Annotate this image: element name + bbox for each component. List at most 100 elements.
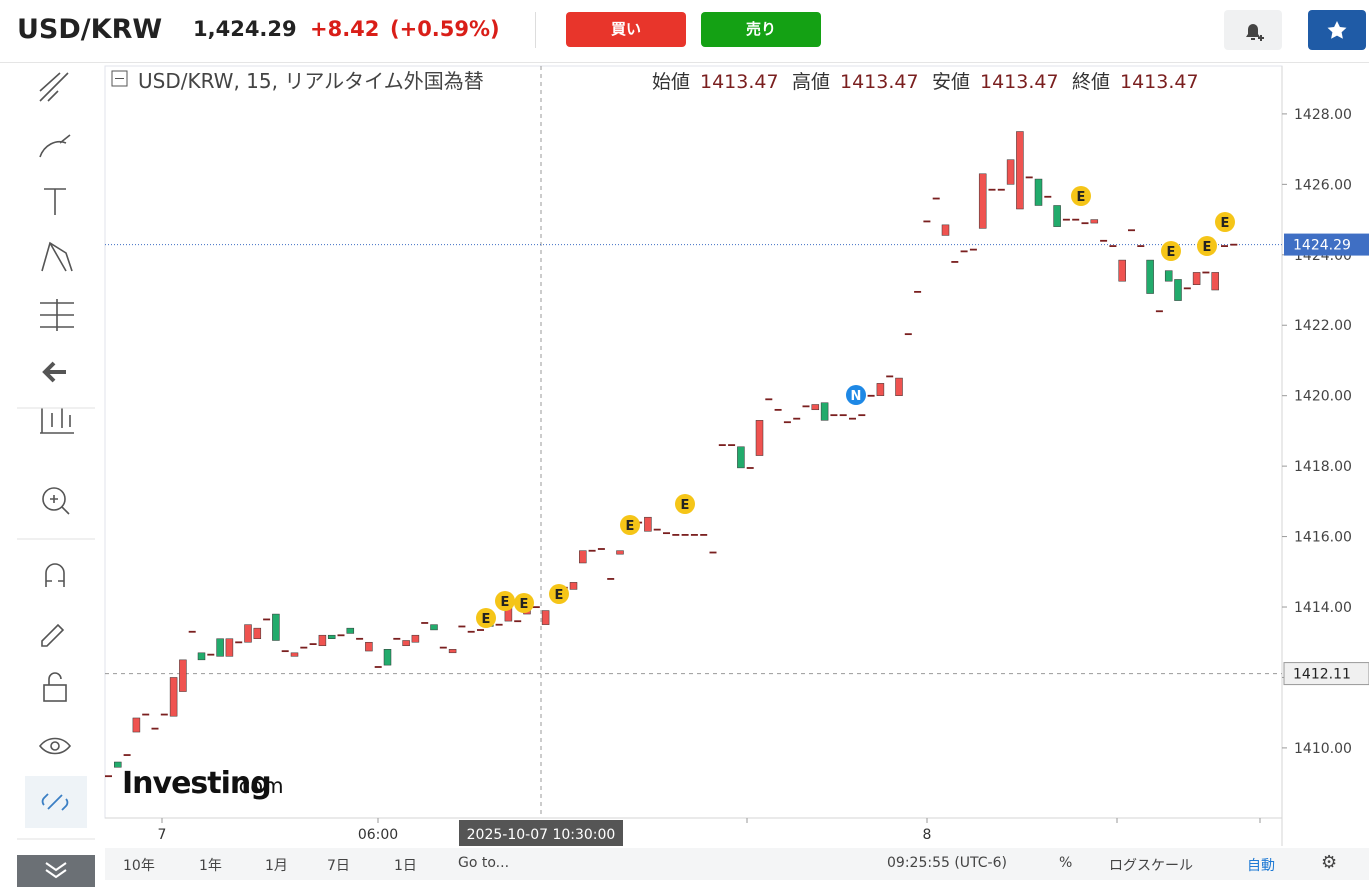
candle	[1164, 270, 1173, 282]
crosshair-price-box	[1283, 662, 1369, 686]
x-tick-label: 7	[158, 827, 167, 843]
candle	[607, 578, 615, 580]
candle	[876, 383, 885, 396]
candle	[690, 534, 698, 536]
tool-back[interactable]	[42, 361, 66, 383]
candle	[541, 610, 550, 625]
buy-button[interactable]: 買い	[566, 12, 686, 47]
candle	[783, 421, 791, 424]
event-label: E	[1203, 240, 1212, 255]
tool-pattern[interactable]	[41, 241, 73, 272]
candle	[616, 550, 624, 555]
candle	[709, 551, 717, 554]
candle	[728, 444, 736, 446]
candle	[588, 549, 596, 552]
candle	[207, 653, 215, 656]
event-label: E	[482, 612, 491, 627]
candle	[179, 659, 187, 692]
candle	[849, 417, 856, 420]
symbol: USD/KRW	[17, 14, 163, 45]
event-marker	[620, 515, 640, 535]
candle	[402, 640, 410, 647]
candle	[914, 290, 922, 293]
ohlc-value: 1413.47	[840, 71, 919, 93]
ohlc-label: 始値	[652, 71, 690, 93]
range-button[interactable]: 10年	[123, 858, 155, 874]
event-marker	[675, 494, 695, 514]
candle	[755, 420, 764, 456]
auto-button[interactable]: 自動	[1247, 858, 1275, 874]
change: +8.42	[310, 17, 380, 41]
logo-suffix: .com	[232, 774, 284, 798]
candle	[1211, 272, 1219, 291]
candle	[978, 173, 987, 229]
candle	[932, 197, 940, 200]
candle	[235, 641, 243, 644]
candle	[514, 620, 522, 623]
goto-button[interactable]: Go to...	[458, 855, 510, 871]
candle	[737, 446, 745, 469]
candle	[904, 333, 912, 336]
candle	[1118, 259, 1126, 282]
candle	[356, 637, 364, 640]
candle	[1109, 245, 1117, 247]
range-button[interactable]: 1日	[394, 858, 417, 874]
candle	[1174, 279, 1182, 301]
y-tick-label: 1416.00	[1294, 530, 1352, 546]
favorite-button[interactable]	[1308, 10, 1366, 50]
candle	[644, 516, 652, 532]
candle	[1100, 239, 1108, 242]
percent-button[interactable]: %	[1059, 855, 1073, 871]
candle	[263, 618, 271, 621]
range-button[interactable]: 7日	[327, 858, 350, 874]
crosshair-price: 1412.11	[1293, 667, 1351, 683]
tool-text[interactable]	[44, 188, 66, 215]
range-button[interactable]: 1年	[199, 858, 222, 874]
candle	[960, 250, 968, 253]
event-marker	[1161, 241, 1181, 261]
event-label: N	[851, 389, 862, 404]
candle	[188, 630, 196, 633]
price: 1,424.29	[193, 17, 297, 41]
toolbar	[17, 72, 95, 887]
settings-button[interactable]: ⚙	[1321, 852, 1338, 873]
candle	[1053, 205, 1061, 227]
y-tick-label: 1420.00	[1294, 389, 1352, 405]
y-tick-label: 1422.00	[1294, 318, 1352, 334]
collapse-legend[interactable]	[111, 70, 128, 87]
tool-link[interactable]	[41, 793, 69, 811]
tool-indicators[interactable]	[40, 408, 74, 434]
event-label: E	[1077, 190, 1086, 205]
tool-measure[interactable]	[40, 299, 74, 331]
range-button[interactable]: 1月	[265, 858, 288, 874]
candle	[793, 417, 801, 420]
candle	[346, 627, 355, 634]
tool-eye[interactable]	[38, 737, 72, 755]
candle	[597, 548, 605, 550]
candle	[151, 727, 159, 730]
log-button[interactable]: ログスケール	[1109, 858, 1193, 874]
y-tick-label: 1410.00	[1294, 741, 1352, 757]
event-label: E	[501, 595, 510, 610]
candle	[765, 398, 773, 401]
tool-lock-draw[interactable]	[41, 623, 65, 647]
ohlc-value: 1413.47	[980, 71, 1059, 93]
tool-unlock[interactable]	[43, 684, 67, 702]
candle	[802, 405, 810, 408]
candle	[886, 375, 894, 378]
tool-zoom[interactable]	[42, 487, 66, 511]
candle	[579, 550, 587, 564]
candle	[1025, 176, 1033, 179]
candle	[867, 394, 875, 397]
sell-button[interactable]: 売り	[701, 12, 821, 47]
tool-brush[interactable]	[39, 134, 71, 158]
candle	[988, 188, 996, 191]
event-label: E	[1221, 216, 1230, 231]
alert-button[interactable]	[1224, 10, 1282, 50]
candle	[830, 414, 838, 417]
candle	[672, 534, 680, 536]
candle	[1183, 287, 1191, 290]
tool-magnet[interactable]	[45, 563, 65, 587]
tool-lines[interactable]	[39, 72, 69, 102]
